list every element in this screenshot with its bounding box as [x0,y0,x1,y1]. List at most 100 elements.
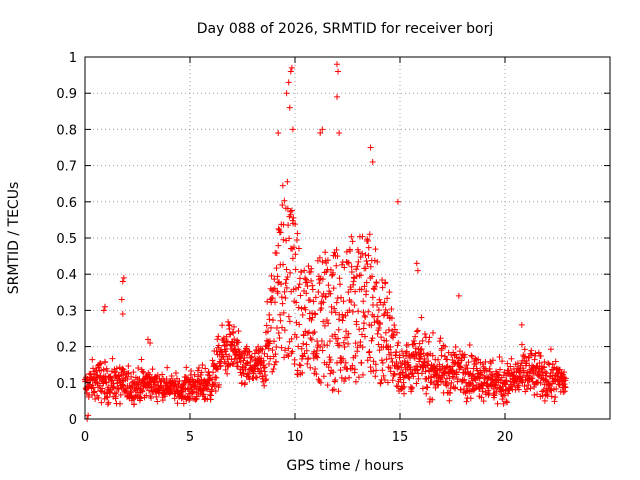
data-point [363,279,370,286]
data-point [222,341,229,348]
data-point [318,305,325,312]
data-point [348,233,355,240]
data-point [93,379,100,386]
data-point [322,294,329,301]
data-point [348,268,355,275]
data-point [394,363,401,370]
data-point [168,373,175,380]
data-point [123,387,130,394]
data-point [333,262,340,269]
data-point [313,371,320,378]
data-point [330,386,337,393]
data-point [448,379,455,386]
data-point [432,384,439,391]
data-point [274,273,281,280]
data-point [340,339,347,346]
data-point [279,300,286,307]
data-point [479,385,486,392]
data-point [119,381,126,388]
data-point [176,377,183,384]
data-point [521,353,528,360]
data-point [524,386,531,393]
data-point [500,400,507,407]
data-point [334,93,340,100]
data-point [298,305,305,312]
data-point [279,201,286,208]
data-point [337,367,344,374]
data-point [299,369,306,376]
data-point [353,266,360,273]
data-point [389,377,396,384]
data-point [187,394,194,401]
data-point [272,299,279,306]
data-point [502,378,509,385]
data-point [405,374,412,381]
data-point [395,339,402,346]
data-point [366,348,373,355]
data-point [355,308,362,315]
data-point [289,126,296,133]
data-point [411,340,418,347]
data-point [457,363,464,370]
data-point [417,346,424,353]
data-point [286,235,293,242]
data-point [296,361,303,368]
data-point [261,364,268,371]
data-point [461,351,468,358]
data-point [294,230,301,237]
data-point [335,388,342,395]
data-point [138,356,145,363]
data-point [274,325,281,332]
data-point [376,325,383,332]
data-point [441,372,448,379]
data-point [146,387,153,394]
data-point [277,311,284,318]
data-point [390,332,397,339]
data-point [355,258,362,265]
data-point [330,369,337,376]
data-point [273,250,280,257]
data-point [379,284,386,291]
data-point [281,354,288,361]
plot-frame [84,56,611,420]
data-point [377,321,384,328]
data-point [309,282,316,289]
data-point [281,197,288,204]
data-point [561,381,568,388]
data-point [248,353,255,360]
data-point [531,356,538,363]
data-point [365,252,372,259]
data-point [225,322,232,329]
data-point [443,364,450,371]
data-point [230,329,237,336]
data-point [263,376,270,383]
data-point [317,379,324,386]
data-point [487,360,494,367]
data-point [335,335,342,342]
data-point [297,362,304,369]
data-point [331,331,338,338]
y-tick-label: 0 [69,413,77,428]
data-point [387,364,394,371]
data-point [491,381,498,388]
data-point [303,290,310,297]
data-point [286,318,293,325]
data-point [343,328,350,335]
data-point [289,348,296,355]
data-point [124,376,131,383]
data-point [384,379,391,386]
data-point [349,238,356,245]
data-point [513,373,520,380]
data-point [248,354,255,361]
data-point [348,263,355,270]
data-point [243,360,250,367]
data-point [413,260,420,267]
data-point [153,393,160,400]
data-point [340,355,347,362]
data-point [372,283,379,290]
data-point [271,276,278,283]
data-point [273,344,280,351]
data-point [336,130,343,137]
data-point [307,268,314,275]
data-point [89,356,96,363]
